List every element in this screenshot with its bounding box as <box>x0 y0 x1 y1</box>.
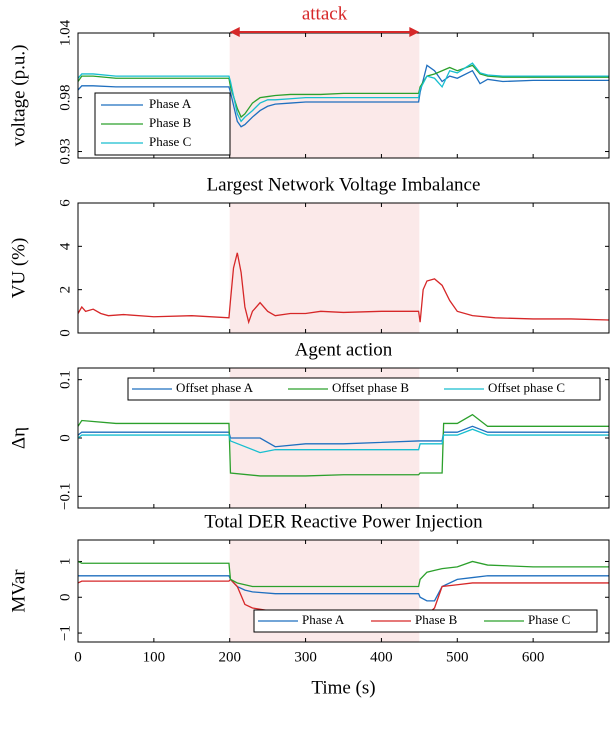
series-line <box>77 62 609 123</box>
legend-box <box>127 377 601 401</box>
y-tick-label: −1 <box>57 625 73 641</box>
plot-frame <box>77 202 610 334</box>
legend-label: Phase C <box>149 134 191 149</box>
x-tick-label: 300 <box>294 649 317 665</box>
series-line <box>77 560 609 588</box>
legend-label: Phase A <box>302 612 345 627</box>
x-axis-label: Time (s) <box>311 677 375 698</box>
attack-region <box>229 203 420 333</box>
y-tick-label: 0 <box>57 329 73 337</box>
y-axis-label: Δη <box>8 427 29 449</box>
series-line <box>77 413 609 477</box>
y-tick-label: 6 <box>57 199 73 207</box>
y-tick-label: −0.1 <box>57 483 73 510</box>
y-tick-label: 1 <box>57 558 73 566</box>
y-tick-label: 0.98 <box>57 85 73 111</box>
y-tick-label: 4 <box>57 242 73 250</box>
y-tick-label: 0.1 <box>57 370 73 389</box>
legend-label: Offset phase C <box>488 380 565 395</box>
y-tick-label: 0 <box>57 594 73 602</box>
panel-title: Agent action <box>295 339 393 360</box>
arrow-head <box>229 27 240 37</box>
series-line <box>77 64 609 128</box>
x-tick-label: 400 <box>370 649 393 665</box>
y-tick-label: 0 <box>57 434 73 442</box>
y-tick-label: 2 <box>57 286 73 294</box>
legend-label: Phase B <box>149 115 192 130</box>
panel-title: Total DER Reactive Power Injection <box>204 511 483 532</box>
series-line <box>78 575 609 602</box>
x-tick-label: 200 <box>218 649 241 665</box>
legend-label: Offset phase B <box>332 380 409 395</box>
attack-region <box>229 33 420 158</box>
legend-label: Phase C <box>528 612 570 627</box>
plot-frame <box>77 539 610 643</box>
y-axis-label: voltage (p.u.) <box>8 45 29 147</box>
x-tick-label: 0 <box>74 649 82 665</box>
y-axis-label: VU (%) <box>8 238 29 299</box>
panel-title: Largest Network Voltage Imbalance <box>207 174 481 195</box>
x-tick-label: 600 <box>522 649 545 665</box>
legend-label: Phase A <box>149 96 192 111</box>
series-line <box>77 428 609 454</box>
arrow-head <box>409 27 420 37</box>
y-tick-label: 1.04 <box>57 19 73 46</box>
y-axis-label: MVar <box>8 569 29 613</box>
y-tick-label: 0.93 <box>57 138 73 164</box>
attack-label: attack <box>302 3 348 24</box>
series-line <box>77 425 609 448</box>
legend-label: Phase B <box>415 612 458 627</box>
series-line <box>77 252 610 325</box>
plot-frame <box>77 367 610 509</box>
legend-label: Offset phase A <box>176 380 254 395</box>
x-tick-label: 500 <box>446 649 469 665</box>
x-tick-label: 100 <box>143 649 166 665</box>
legend-box <box>253 609 598 633</box>
